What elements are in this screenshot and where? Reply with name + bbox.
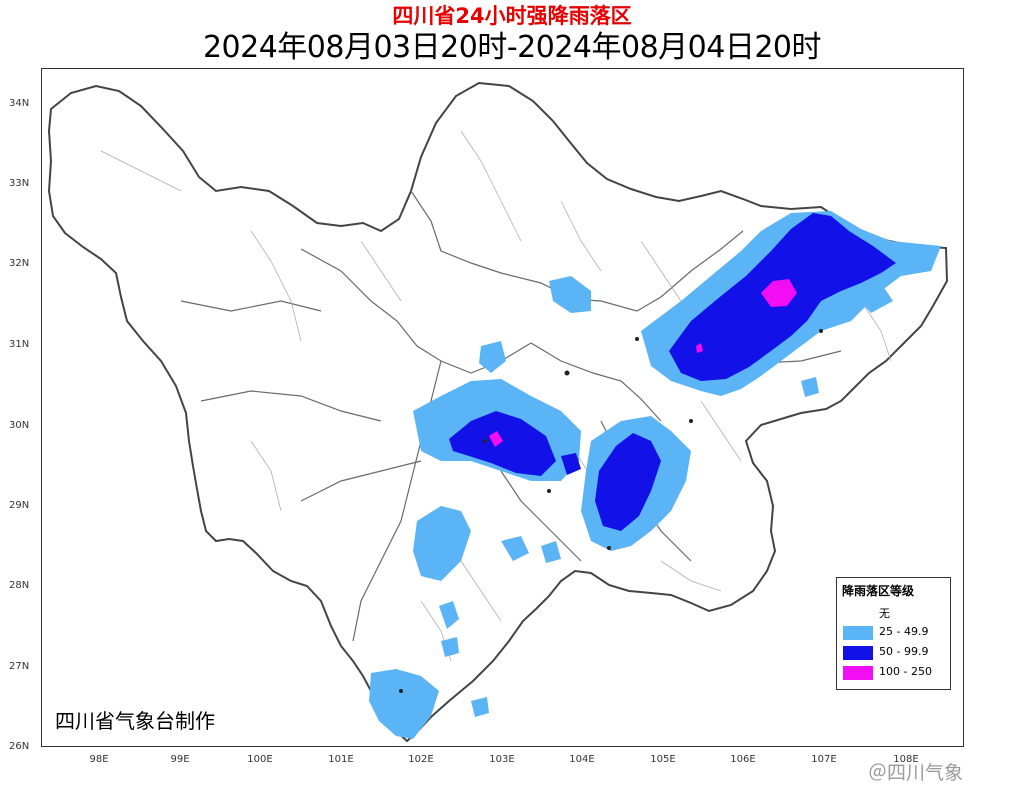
map-legend: 降雨落区等级 无 25 - 49.9 50 - 99.9 100 - 250 (836, 577, 951, 690)
legend-label: 无 (879, 607, 890, 620)
lon-label-105e: 105E (650, 754, 676, 765)
map-time-range: 2024年08月03日20时-2024年08月04日20时 (202, 30, 822, 65)
legend-swatch (843, 626, 873, 640)
lat-label-30n: 30N (9, 420, 30, 431)
legend-swatch (843, 666, 873, 680)
rainfall-map (47, 81, 949, 743)
weibo-watermark: ＠四川气象 (868, 762, 964, 784)
lon-label-104e: 104E (569, 754, 595, 765)
lon-label-107e: 107E (811, 754, 837, 765)
lon-label-103e: 103E (489, 754, 515, 765)
lat-label-33n: 33N (9, 178, 30, 189)
rain-zone-100-250 (489, 279, 797, 447)
legend-label: 50 - 99.9 (879, 645, 929, 658)
lat-label-28n: 28N (9, 580, 30, 591)
legend-item-light: 25 - 49.9 (843, 624, 951, 640)
legend-item-heavy: 50 - 99.9 (843, 644, 951, 660)
map-frame[interactable] (41, 68, 964, 747)
lat-label-34n: 34N (9, 98, 30, 109)
legend-item-extreme: 100 - 250 (843, 664, 951, 680)
city-markers (399, 329, 823, 693)
lon-label-102e: 102E (408, 754, 434, 765)
map-title: 四川省24小时强降雨落区 (392, 4, 632, 28)
lat-label-26n: 26N (9, 741, 30, 752)
lon-label-100e: 100E (247, 754, 273, 765)
lat-label-31n: 31N (9, 339, 30, 350)
lat-label-32n: 32N (9, 258, 30, 269)
legend-title: 降雨落区等级 (842, 584, 915, 598)
legend-item-none: 无 (843, 604, 951, 620)
lat-label-29n: 29N (9, 500, 30, 511)
lon-label-106e: 106E (730, 754, 756, 765)
legend-label: 100 - 250 (879, 665, 932, 678)
lon-label-108e: 108E (893, 754, 919, 765)
lat-label-27n: 27N (9, 661, 30, 672)
lon-label-98e: 98E (89, 754, 109, 765)
legend-swatch (843, 646, 873, 660)
lon-label-101e: 101E (328, 754, 354, 765)
legend-label: 25 - 49.9 (879, 625, 929, 638)
producer-credit: 四川省气象台制作 (55, 709, 215, 733)
lon-label-99e: 99E (170, 754, 190, 765)
legend-swatch (843, 606, 873, 620)
